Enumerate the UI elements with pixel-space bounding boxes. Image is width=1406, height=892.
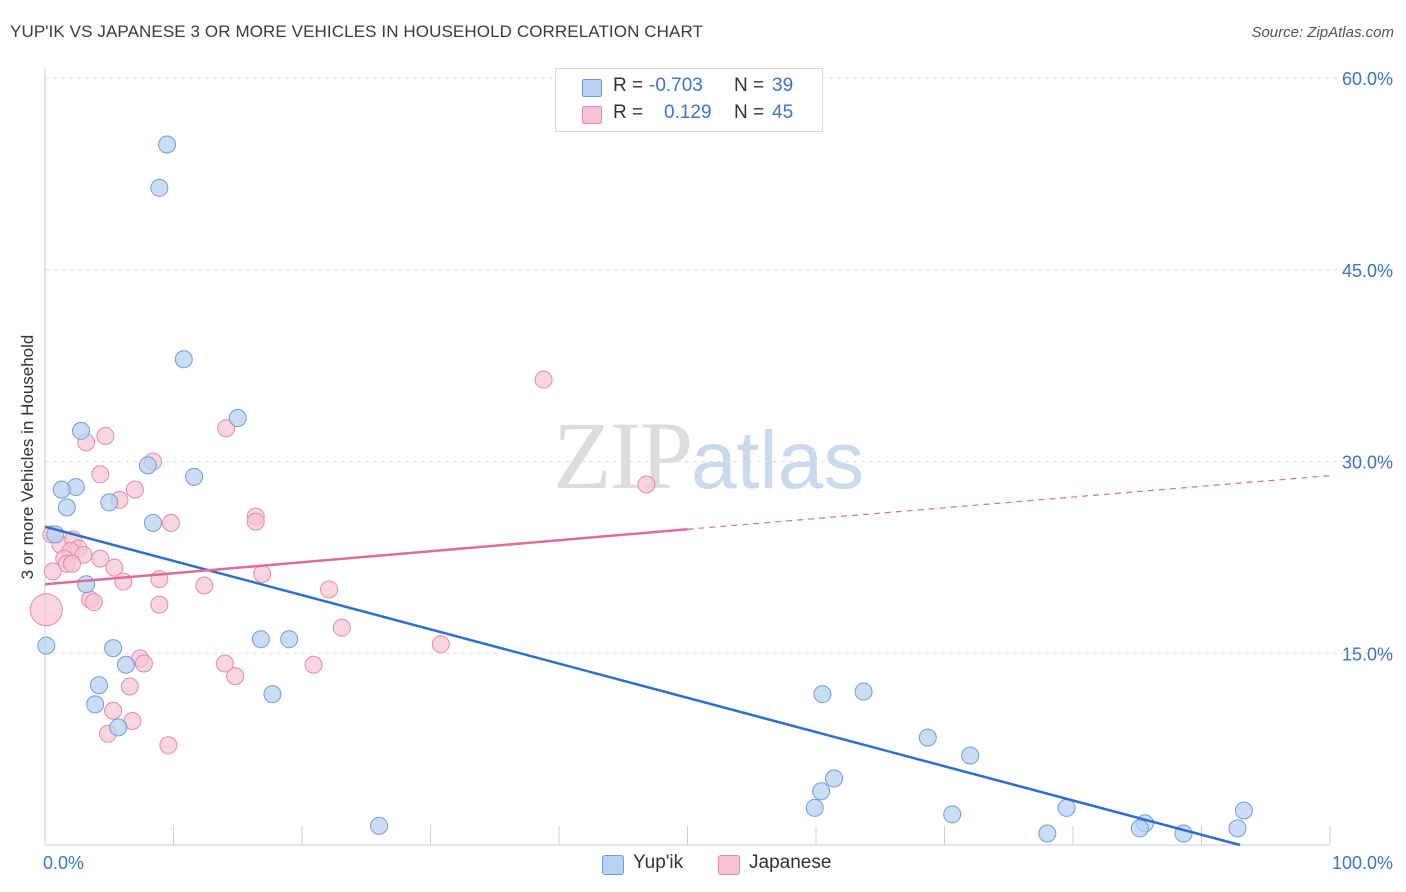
- yupik-point: [1038, 824, 1057, 843]
- yupik-point: [185, 467, 204, 486]
- japanese-point: [195, 576, 214, 595]
- legend-n-value: 39: [772, 75, 794, 96]
- yupik-point: [1228, 819, 1247, 838]
- yupik-point: [1057, 798, 1076, 817]
- japanese-point: [319, 580, 338, 599]
- yupik-point: [174, 350, 193, 369]
- japanese-point: [96, 426, 115, 445]
- yupik-point: [263, 685, 282, 704]
- japanese-point: [253, 564, 272, 583]
- y-tick-label: 60.0%: [1342, 69, 1393, 89]
- japanese-point: [332, 618, 351, 637]
- japanese-point: [246, 512, 265, 531]
- yupik-point: [854, 682, 873, 701]
- legend-swatch-japanese: [718, 855, 740, 875]
- japanese-points: [29, 370, 656, 755]
- yupik-point: [71, 421, 90, 440]
- japanese-point: [159, 736, 178, 755]
- japanese-point: [105, 558, 124, 577]
- yupik-point: [143, 513, 162, 532]
- source-credit: Source: ZipAtlas.com: [1251, 24, 1394, 41]
- yupik-point: [918, 728, 937, 747]
- yupik-point: [100, 493, 119, 512]
- legend-label-yupik: Yup'ik: [633, 852, 684, 873]
- yupik-point: [1130, 819, 1149, 838]
- japanese-point: [150, 595, 169, 614]
- yupik-point: [52, 480, 71, 499]
- japanese-point: [161, 513, 180, 532]
- japanese-point: [91, 549, 110, 568]
- y-tick-label: 45.0%: [1342, 261, 1393, 281]
- yupik-point: [824, 769, 843, 788]
- yupik-point: [37, 636, 56, 655]
- yupik-point: [104, 639, 123, 658]
- yupik-points: [37, 135, 1253, 843]
- tick-labels: 15.0% 30.0% 45.0% 60.0% 0.0% 100.0% 3 or more …: [18, 69, 1393, 873]
- japanese-point: [120, 677, 139, 696]
- japanese-point: [215, 654, 234, 673]
- legend-swatch-yupik: [582, 79, 602, 97]
- watermark-atlas: atlas: [691, 415, 865, 506]
- chart-title: YUP'IK VS JAPANESE 3 OR MORE VEHICLES IN…: [10, 22, 704, 41]
- yupik-point: [813, 685, 832, 704]
- japanese-point: [84, 593, 103, 612]
- legend-r-value: -0.703: [649, 75, 703, 96]
- japanese-point: [637, 475, 656, 494]
- y-tick-label: 30.0%: [1342, 453, 1393, 473]
- japanese-point: [104, 701, 123, 720]
- yupik-point: [77, 575, 96, 594]
- japanese-point: [43, 562, 62, 581]
- yupik-point: [280, 630, 299, 649]
- japanese-point: [217, 419, 236, 438]
- yupik-point: [116, 655, 135, 674]
- japanese-point: [304, 655, 323, 674]
- legend-r-label: R =: [613, 75, 644, 96]
- japanese-point: [114, 572, 133, 591]
- legend-r-label: R =: [613, 102, 644, 123]
- yupik-point: [370, 816, 389, 835]
- y-tick-label: 15.0%: [1342, 644, 1393, 664]
- axes: [44, 68, 1331, 846]
- yupik-point: [86, 695, 105, 714]
- legend-label-japanese: Japanese: [749, 852, 832, 873]
- yupik-point: [943, 805, 962, 824]
- watermark-zip: ZIP: [553, 402, 693, 509]
- legend-n-label: N =: [734, 102, 765, 123]
- japanese-point: [431, 635, 450, 654]
- yupik-point: [251, 630, 270, 649]
- correlation-legend: R = -0.703 N = 39 R = 0.129 N = 45: [555, 68, 823, 132]
- yupik-point: [150, 178, 169, 197]
- japanese-point: [62, 554, 81, 573]
- japanese-trend-extension: [687, 474, 1331, 530]
- yupik-point: [57, 498, 76, 517]
- x-tick-label: 100.0%: [1332, 853, 1393, 873]
- legend-r-value: 0.129: [664, 102, 712, 123]
- legend-swatch-japanese: [582, 106, 602, 124]
- yupik-point: [1234, 801, 1253, 820]
- yupik-point: [89, 676, 108, 695]
- japanese-point: [91, 465, 110, 484]
- japanese-point: [134, 654, 153, 673]
- y-axis-label: 3 or more Vehicles in Household: [18, 335, 37, 580]
- yupik-point: [109, 718, 128, 737]
- x-tick-label: 0.0%: [43, 853, 84, 873]
- yupik-trend-line: [44, 525, 1241, 847]
- yupik-point: [812, 782, 831, 801]
- yupik-point: [961, 746, 980, 765]
- legend-n-value: 45: [772, 102, 794, 123]
- japanese-point: [29, 593, 63, 627]
- watermark: ZIPatlas: [553, 400, 864, 511]
- yupik-point: [805, 798, 824, 817]
- yupik-point: [228, 409, 247, 428]
- japanese-point: [534, 370, 553, 389]
- yupik-point: [158, 135, 177, 154]
- japanese-trend-line: [44, 528, 688, 586]
- japanese-point: [125, 480, 144, 499]
- yupik-point: [138, 456, 157, 475]
- trend-lines: [44, 474, 1331, 847]
- japanese-point: [226, 667, 245, 686]
- legend-n-label: N =: [734, 75, 765, 96]
- legend-swatch-yupik: [602, 855, 624, 875]
